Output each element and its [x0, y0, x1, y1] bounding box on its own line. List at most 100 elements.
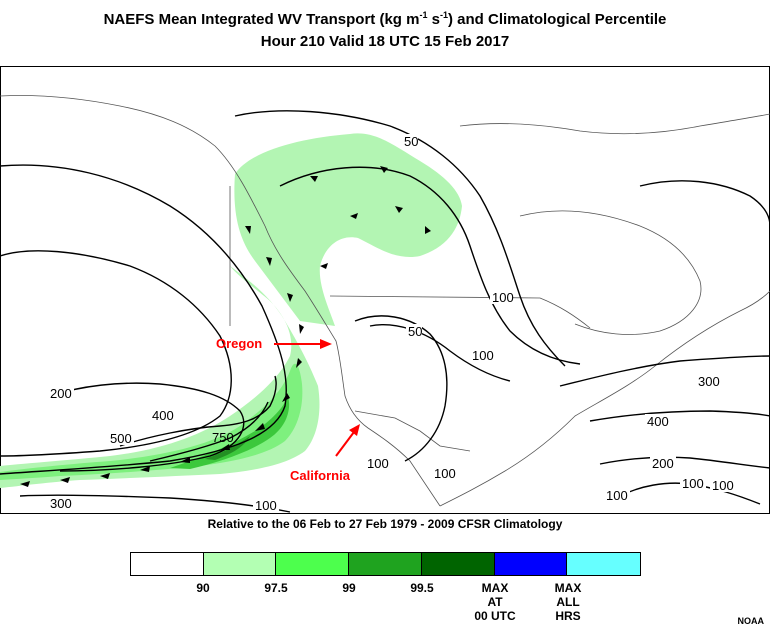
label-bg: [48, 496, 74, 510]
flow-arrow: [320, 263, 328, 269]
contour-label: 100: [492, 290, 514, 305]
map-panel: 50 100 100 50 100 300 400 200 100 100 10…: [0, 66, 770, 514]
shade-p995-core: [205, 436, 250, 460]
legend-label: 99.5: [410, 581, 434, 595]
flow-arrow: [180, 457, 190, 463]
flow-arrow: [140, 466, 150, 472]
contour-label: 400: [647, 414, 669, 429]
shade-p99-core: [170, 396, 290, 469]
label-bg: [470, 348, 494, 362]
flow-arrow: [299, 324, 304, 334]
iwv-contours: [0, 110, 770, 513]
contour-50-north: [234, 110, 566, 367]
label-bg: [150, 408, 176, 422]
flow-arrow: [20, 481, 30, 487]
label-bg: [432, 466, 458, 480]
contour-label: 750: [212, 430, 234, 445]
contour-200-east: [599, 456, 770, 469]
flow-arrow: [282, 393, 290, 402]
contour-500: [149, 401, 269, 462]
oregon-arrow-head: [320, 339, 332, 349]
legend-label: 90: [196, 581, 210, 595]
contour-label: 100: [682, 476, 704, 491]
label-bg: [48, 386, 74, 400]
contour-400-east: [589, 410, 770, 422]
contour-label: 100: [606, 488, 628, 503]
legend-swatch: [203, 553, 277, 575]
label-bg: [253, 498, 279, 512]
label-bg: [710, 478, 736, 492]
contour-label: 200: [50, 386, 72, 401]
label-bg: [365, 456, 389, 470]
label-bg: [650, 456, 676, 470]
east-coastline: [439, 290, 770, 507]
climatology-note: Relative to the 06 Feb to 27 Feb 1979 - …: [207, 517, 563, 531]
border-us-canada: [329, 295, 591, 329]
california-arrow-head: [349, 424, 360, 436]
border-us-mexico: [354, 410, 471, 452]
legend-swatch: [421, 553, 495, 575]
annotations: Oregon California: [216, 336, 360, 483]
label-bg: [490, 290, 512, 304]
oregon-label: Oregon: [216, 336, 262, 351]
contour-400: [119, 375, 277, 447]
legend-label: MAX AT 00 UTC: [474, 581, 516, 623]
west-coastline: [0, 95, 441, 507]
flow-arrow: [60, 477, 70, 483]
contour-100-interior: [369, 324, 511, 382]
legend-swatch: [567, 553, 641, 575]
legend-swatch: [349, 553, 422, 575]
label-bg: [406, 324, 422, 338]
contour-label: 300: [698, 374, 720, 389]
label-bg: [402, 134, 418, 148]
contour-label: 200: [652, 456, 674, 471]
flow-arrows: [20, 166, 431, 487]
contour-label: 100: [367, 456, 389, 471]
california-arrow-line: [335, 431, 355, 457]
contour-300-east: [559, 355, 770, 387]
california-label: California: [290, 468, 351, 483]
legend-label: MAX ALL HRS: [554, 581, 582, 623]
contour-label: 100: [434, 466, 456, 481]
contour-100-north: [279, 166, 581, 365]
label-bg: [696, 374, 722, 388]
coastlines: [0, 95, 770, 507]
flow-arrow: [220, 444, 230, 450]
flow-arrow: [425, 226, 431, 234]
label-bg: [645, 414, 671, 428]
arctic-coast: [459, 113, 770, 135]
label-bg: [108, 431, 134, 445]
contour-label: 500: [110, 431, 132, 446]
credit: NOAA: [737, 616, 765, 626]
flow-arrow: [380, 166, 388, 173]
contour-50-ne: [639, 180, 770, 227]
contour-50-interior: [354, 315, 448, 462]
contour-200-west: [0, 250, 232, 457]
flow-arrow: [296, 358, 302, 368]
legend-label: 97.5: [264, 581, 288, 595]
contour-label: 50: [404, 134, 418, 149]
contour-label: 400: [152, 408, 174, 423]
chart-title: NAEFS Mean Integrated WV Transport (kg m…: [103, 10, 667, 28]
label-bg: [680, 476, 706, 490]
flow-arrow: [350, 213, 358, 219]
flow-arrow: [266, 257, 272, 266]
contour-label: 50: [408, 324, 422, 339]
legend-swatch: [494, 553, 568, 575]
flow-arrow: [310, 176, 318, 182]
legend-label: 99: [342, 581, 356, 595]
flow-arrow: [245, 226, 251, 234]
flow-arrow: [100, 473, 110, 479]
contour-label: 100: [255, 498, 277, 513]
map-frame: [0, 66, 770, 514]
flow-arrow: [395, 206, 403, 213]
contour-labels: 50 100 100 50 100 300 400 200 100 100 10…: [48, 134, 736, 513]
legend-colorbar: [130, 552, 641, 576]
flow-arrow: [255, 423, 265, 431]
legend-swatch: [276, 553, 350, 575]
contour-100-west: [0, 164, 287, 475]
legend-swatch: [131, 553, 204, 575]
label-bg: [604, 488, 630, 502]
contour-label: 100: [712, 478, 734, 493]
contour-300-west: [49, 382, 245, 472]
